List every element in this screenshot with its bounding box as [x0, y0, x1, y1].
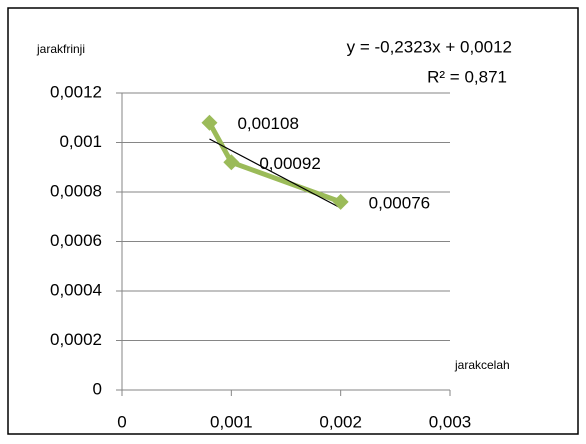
- trendline-equation: y = -0,2323x + 0,0012: [347, 37, 512, 56]
- x-tick-label: 0,002: [319, 412, 362, 431]
- y-tick-label: 0,0008: [50, 181, 102, 200]
- y-tick-label: 0: [93, 379, 102, 398]
- y-tick-label: 0,0002: [50, 330, 102, 349]
- marker: [332, 193, 349, 210]
- x-tick-label: 0,001: [210, 412, 253, 431]
- chart-border: [7, 7, 579, 435]
- y-tick-label: 0,0012: [50, 82, 102, 101]
- x-tick-label: 0,003: [429, 412, 472, 431]
- data-label: 0,00076: [369, 193, 430, 212]
- y-tick-label: 0,0004: [50, 280, 102, 299]
- y-tick-label: 0,001: [59, 132, 102, 151]
- y-axis-title: jarakfrinji: [36, 42, 85, 56]
- marker: [201, 114, 218, 131]
- data-label: 0,00092: [259, 154, 320, 173]
- trendline: [209, 138, 341, 209]
- trendline-r-squared: R² = 0,871: [427, 67, 507, 86]
- y-tick-label: 0,0006: [50, 231, 102, 250]
- marker: [223, 154, 240, 171]
- data-label: 0,00108: [237, 114, 298, 133]
- x-axis-title: jarakcelah: [454, 358, 510, 372]
- x-tick-label: 0: [117, 412, 126, 431]
